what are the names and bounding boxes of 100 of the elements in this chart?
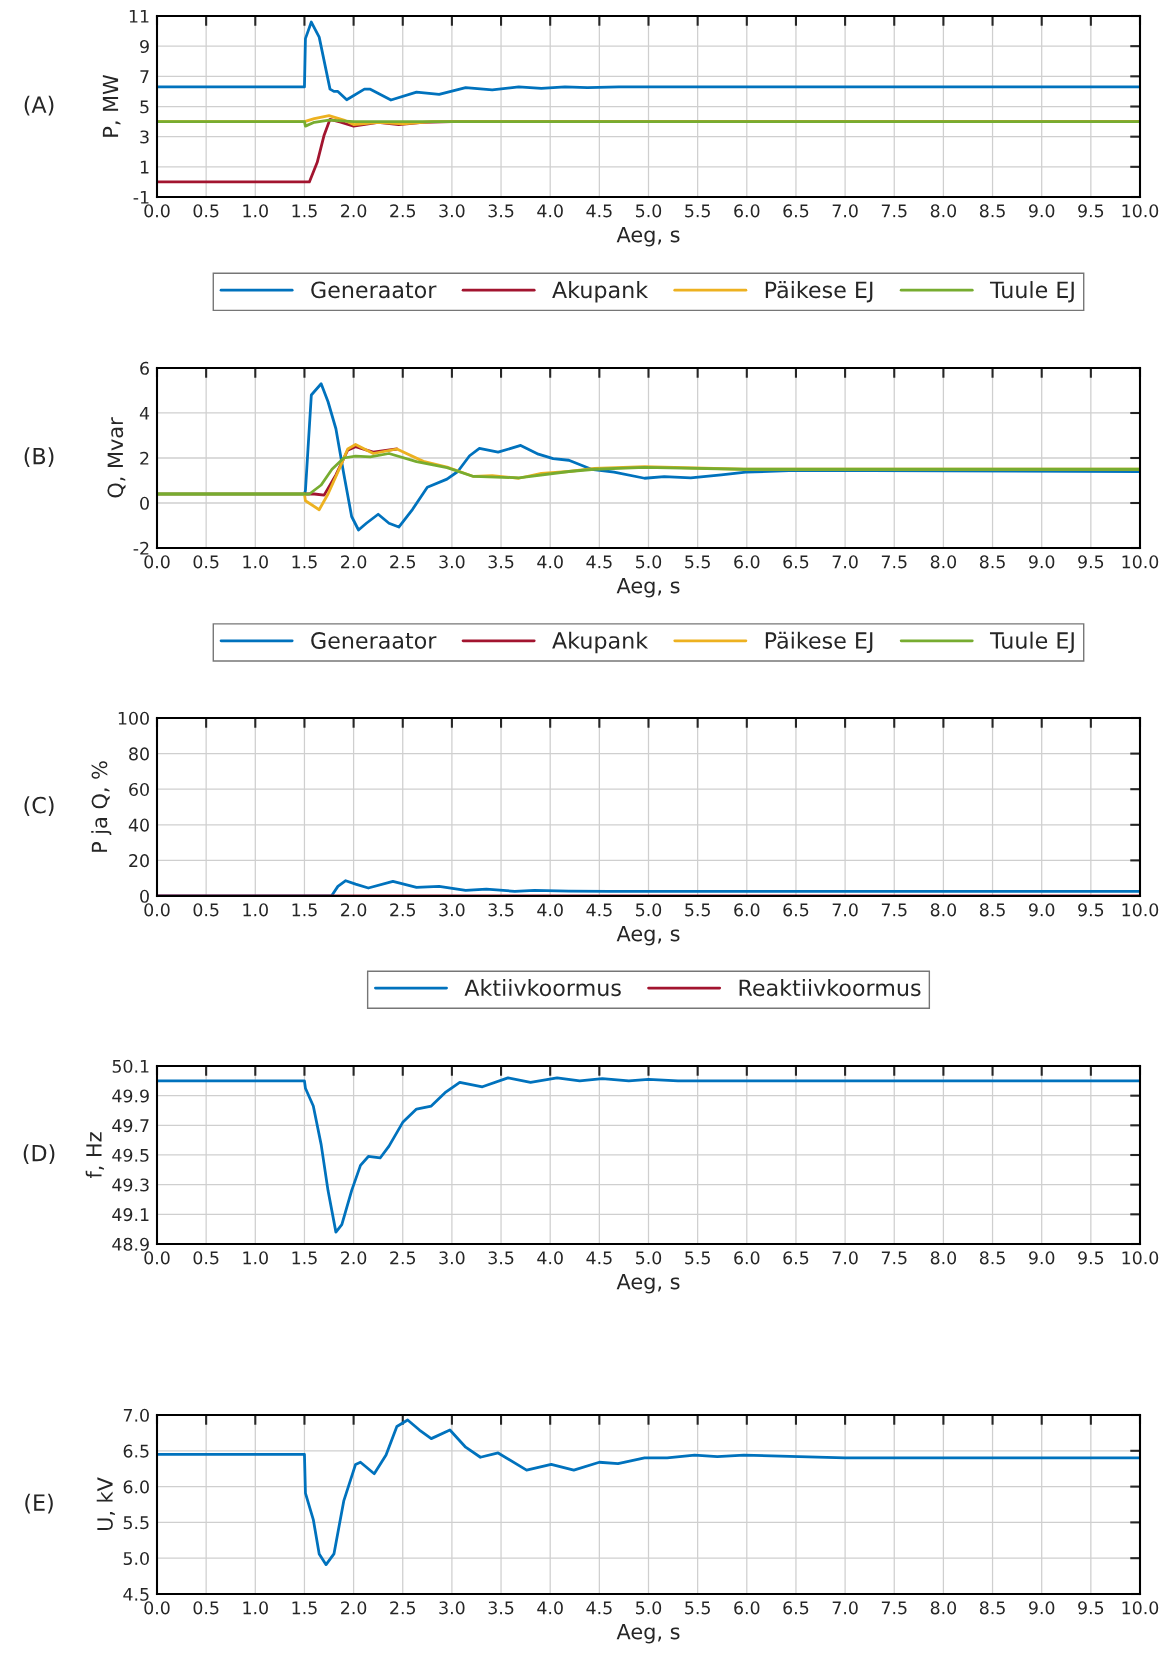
- x-tick-label: 7.5: [881, 1601, 907, 1615]
- x-tick-label: 6.5: [783, 1601, 809, 1615]
- x-tick-label: 4.0: [537, 1251, 563, 1265]
- x-tick-label: 6.5: [783, 204, 809, 218]
- x-tick-label: 9.0: [1028, 1601, 1055, 1615]
- x-tick-label: 0.5: [193, 1601, 219, 1615]
- x-tick-label: 5.5: [685, 1601, 710, 1615]
- x-tick-label: 4.5: [586, 204, 612, 218]
- x-axis-title: Aeg, s: [616, 226, 680, 247]
- x-tick-label: 3.5: [488, 204, 514, 218]
- y-tick-label: 40: [128, 818, 149, 832]
- x-tick-label: 9.0: [1028, 903, 1055, 917]
- x-tick-label: 7.0: [832, 1251, 858, 1265]
- legend-label: Akupank: [552, 281, 649, 303]
- x-tick-label: 6.0: [734, 1251, 760, 1265]
- y-tick-label: 48.9: [112, 1237, 149, 1251]
- x-tick-label: 2.5: [390, 1251, 416, 1265]
- x-tick-label: 9.5: [1078, 204, 1104, 218]
- y-tick-label: 5.5: [123, 1516, 149, 1530]
- y-tick-label: 7.0: [123, 1408, 149, 1422]
- x-tick-label: 3.0: [439, 204, 465, 218]
- x-tick-label: 5.0: [636, 204, 662, 218]
- x-tick-label: 10.0: [1122, 1601, 1159, 1615]
- x-tick-label: 6.0: [734, 204, 760, 218]
- y-tick-label: 7: [140, 70, 149, 83]
- x-tick-label: 8.0: [930, 903, 957, 917]
- y-tick-label: 49.3: [112, 1178, 149, 1192]
- x-tick-label: 1.5: [292, 1601, 317, 1615]
- x-axis-title: Aeg, s: [616, 925, 680, 946]
- x-tick-label: 6.0: [734, 1601, 760, 1615]
- y-axis-title: U, kV: [96, 1477, 115, 1531]
- legend-label: Päikese EJ: [765, 281, 873, 303]
- x-tick-label: 8.5: [979, 1251, 1005, 1265]
- x-tick-label: 5.0: [636, 1251, 662, 1265]
- y-tick-label: 49.7: [112, 1119, 149, 1133]
- x-tick-label: 5.5: [685, 555, 710, 569]
- x-tick-label: 6.5: [783, 903, 809, 917]
- y-tick-label: 20: [129, 854, 149, 868]
- x-tick-label: 8.5: [979, 903, 1005, 917]
- y-tick-label: 11: [129, 9, 149, 23]
- x-tick-label: 2.0: [341, 204, 367, 218]
- y-tick-label: 50.1: [112, 1059, 149, 1073]
- x-tick-label: 0.0: [144, 903, 170, 917]
- text: (C): [24, 796, 54, 817]
- legend-label: Aktiivkoormus: [464, 978, 621, 997]
- x-tick-label: 1.0: [243, 1251, 268, 1265]
- x-tick-label: 3.0: [439, 903, 465, 917]
- text: (E): [25, 1493, 53, 1514]
- y-tick-label: 4: [139, 406, 150, 420]
- x-tick-label: 10.0: [1122, 1251, 1159, 1265]
- x-tick-label: 9.5: [1078, 1601, 1104, 1615]
- x-tick-label: 6.0: [734, 555, 760, 569]
- x-tick-label: 9.0: [1028, 1251, 1055, 1265]
- legend-label: Akupank: [552, 631, 649, 654]
- x-tick-label: 0.5: [193, 1251, 219, 1265]
- x-tick-label: 7.0: [832, 555, 858, 569]
- x-tick-label: 4.5: [586, 555, 612, 569]
- x-tick-label: 8.5: [979, 555, 1005, 569]
- y-tick-label: -1: [133, 190, 149, 204]
- x-tick-label: 1.5: [292, 1251, 317, 1265]
- y-axis-title: Q, Mvar: [107, 417, 126, 498]
- x-tick-label: 2.0: [341, 555, 367, 569]
- x-tick-label: 8.0: [930, 555, 957, 569]
- x-tick-label: 2.5: [390, 903, 416, 917]
- legend-label: Generaator: [311, 281, 437, 299]
- x-tick-label: 4.0: [537, 204, 563, 218]
- x-tick-label: 10.0: [1122, 555, 1159, 569]
- x-tick-label: 5.0: [636, 1601, 662, 1615]
- x-tick-label: 3.0: [439, 1251, 465, 1265]
- x-tick-label: 9.0: [1028, 204, 1055, 218]
- x-tick-label: 5.5: [685, 903, 710, 917]
- x-tick-label: 1.0: [243, 903, 268, 917]
- x-axis-title: Aeg, s: [616, 577, 680, 598]
- x-tick-label: 1.5: [292, 204, 317, 218]
- x-tick-label: 0.5: [193, 555, 219, 569]
- x-tick-label: 7.0: [832, 1601, 858, 1615]
- x-tick-label: 3.0: [439, 555, 465, 569]
- x-tick-label: 8.0: [930, 204, 957, 218]
- x-tick-label: 5.5: [685, 1251, 710, 1265]
- text: (B): [24, 447, 54, 468]
- y-tick-label: 3: [140, 130, 149, 144]
- x-tick-label: 7.0: [832, 903, 858, 917]
- x-tick-label: 6.0: [734, 903, 760, 917]
- y-tick-label: 100: [118, 711, 149, 725]
- x-tick-label: 10.0: [1122, 903, 1159, 917]
- y-tick-label: 60: [129, 782, 149, 797]
- x-tick-label: 1.0: [243, 1601, 268, 1615]
- x-tick-label: 8.0: [930, 1251, 957, 1265]
- x-tick-label: 6.5: [783, 555, 809, 569]
- y-tick-label: 0: [140, 496, 149, 510]
- x-tick-label: 1.5: [292, 903, 317, 917]
- x-tick-label: 8.5: [979, 1601, 1005, 1615]
- x-tick-label: 6.5: [783, 1251, 809, 1265]
- y-tick-label: 80: [129, 747, 149, 761]
- x-tick-label: 3.0: [439, 1601, 465, 1615]
- x-tick-label: 10.0: [1122, 204, 1159, 218]
- x-tick-label: 4.0: [537, 555, 563, 569]
- legend-label: Päikese EJ: [765, 631, 873, 654]
- x-tick-label: 7.5: [881, 204, 907, 218]
- x-tick-label: 3.5: [488, 903, 514, 917]
